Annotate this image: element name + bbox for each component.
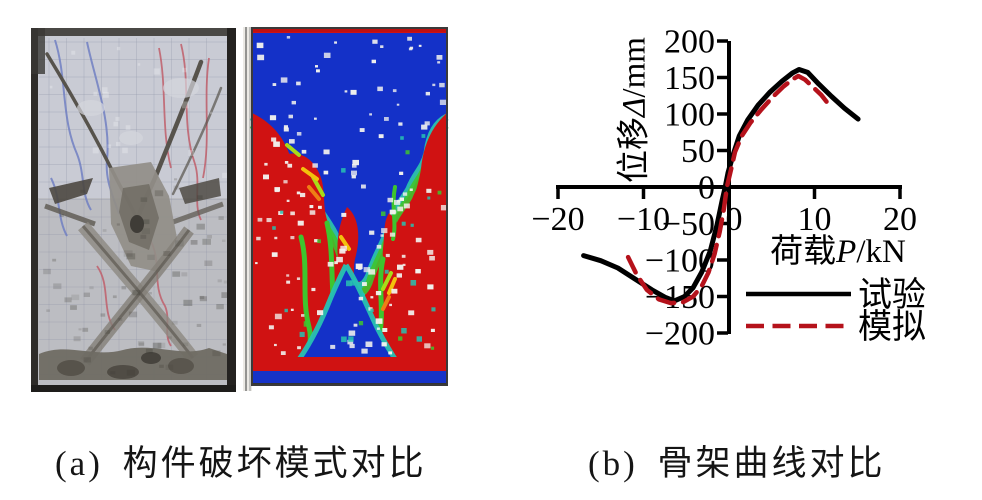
contour-bottom-triangle bbox=[295, 265, 399, 365]
damage-contour-simulation bbox=[243, 27, 449, 391]
y-axis-title: 位移Δ/mm bbox=[616, 37, 653, 183]
svg-text:50: 50 bbox=[681, 133, 715, 170]
contour-speckles bbox=[255, 36, 448, 355]
skeleton-curve-chart: −20 −10 0 10 20 200150100500−50−100−150−200 … bbox=[531, 24, 926, 353]
curve-simulation bbox=[625, 73, 829, 306]
specimen-failure-photo bbox=[31, 28, 236, 392]
svg-text:0: 0 bbox=[698, 170, 715, 207]
x-axis-ticks bbox=[556, 188, 902, 199]
contour-blue-zone bbox=[252, 33, 447, 282]
y-axis-ticks bbox=[717, 39, 728, 335]
svg-text:−20: −20 bbox=[531, 201, 584, 238]
photo-frame bbox=[31, 28, 236, 392]
instrument-brackets bbox=[44, 178, 224, 227]
legend-label-simulation: 模拟 bbox=[858, 308, 926, 346]
x-axis-title: 荷载P/kN bbox=[770, 233, 906, 270]
curve-series bbox=[581, 67, 861, 306]
svg-text:100: 100 bbox=[664, 97, 715, 134]
legend-label-test: 试验 bbox=[858, 276, 926, 314]
svg-text:150: 150 bbox=[664, 60, 715, 97]
svg-text:−50: −50 bbox=[662, 206, 715, 243]
light-patches bbox=[77, 78, 199, 145]
x-axis-tick-labels: −20 −10 0 10 20 bbox=[531, 201, 917, 238]
crushed-concrete bbox=[78, 162, 199, 366]
legend: 试验 模拟 bbox=[746, 276, 926, 346]
bottom-red-strip bbox=[252, 357, 447, 371]
caption-a: (a) 构件破坏模式对比 bbox=[55, 444, 427, 483]
x-axis: −20 −10 0 10 20 bbox=[531, 185, 917, 238]
svg-text:10: 10 bbox=[798, 201, 832, 238]
svg-text:200: 200 bbox=[664, 24, 715, 61]
surface-noise bbox=[43, 46, 230, 376]
svg-text:−200: −200 bbox=[645, 316, 715, 353]
contour-outline bbox=[251, 27, 448, 386]
rubble bbox=[39, 347, 227, 380]
svg-text:20: 20 bbox=[883, 201, 917, 238]
caption-b: (b) 骨架曲线对比 bbox=[588, 444, 886, 483]
bottom-blue-strip bbox=[252, 371, 447, 383]
svg-text:−10: −10 bbox=[617, 201, 670, 238]
